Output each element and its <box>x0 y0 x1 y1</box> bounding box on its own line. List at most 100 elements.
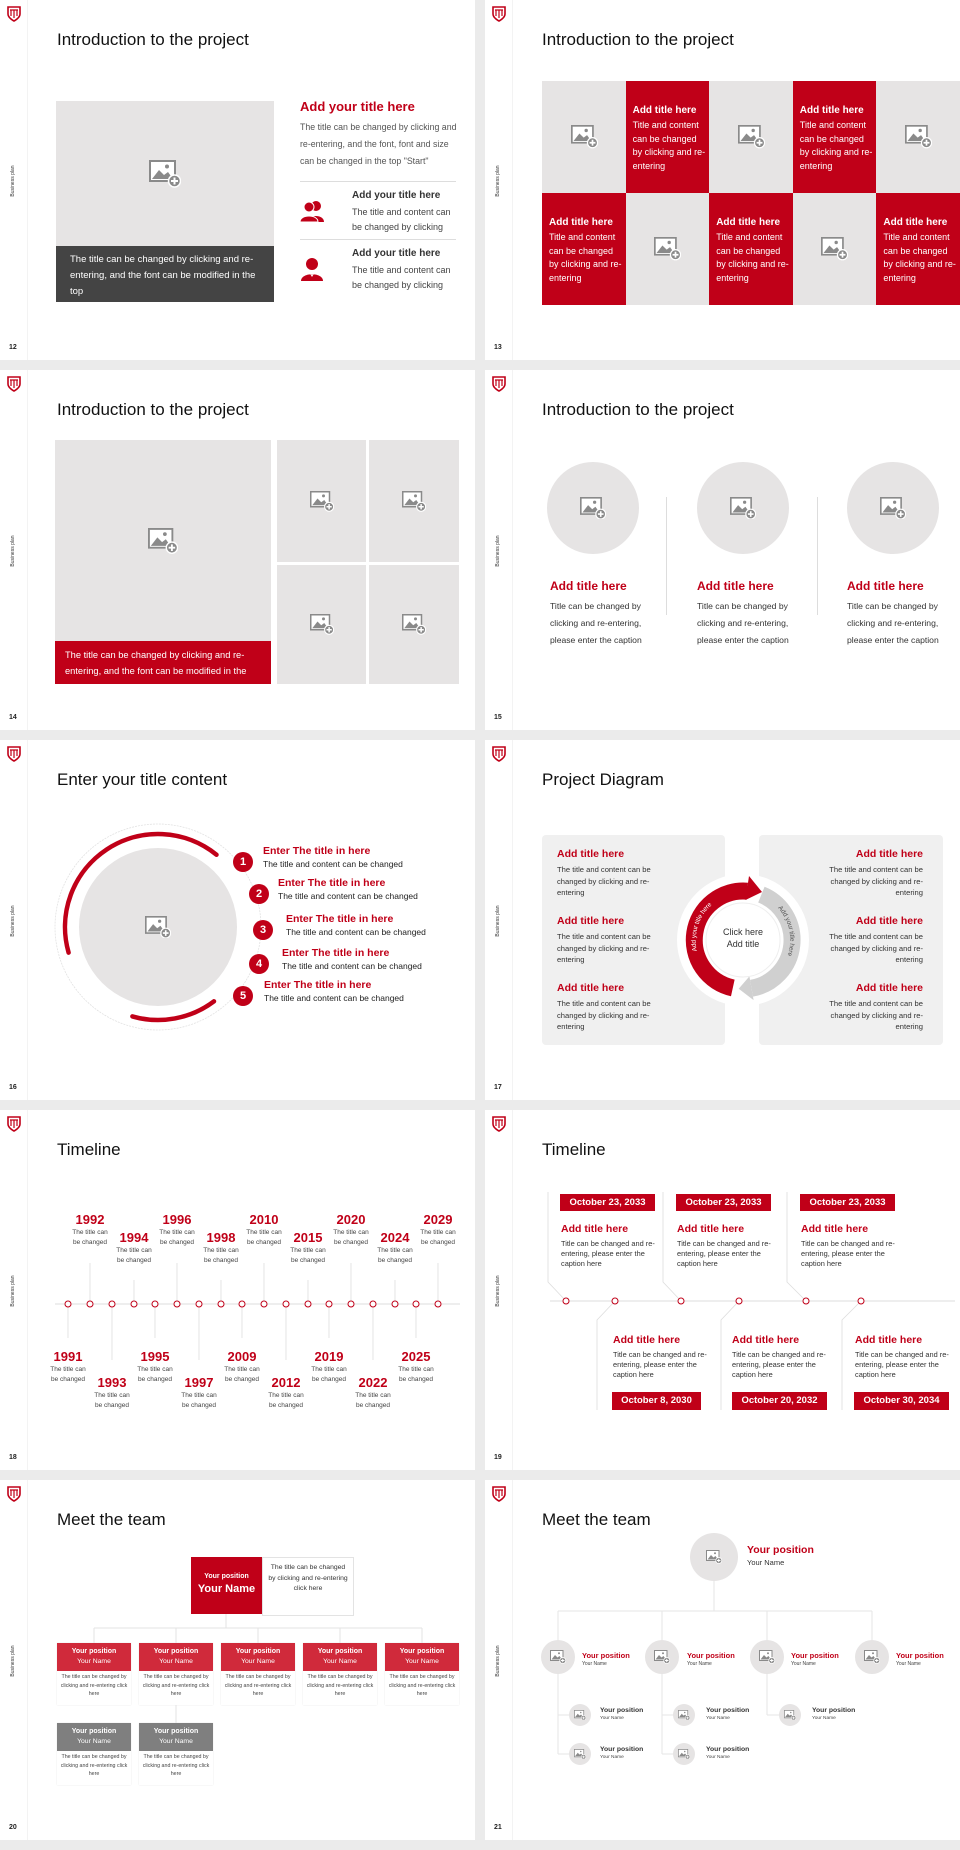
member-name: Your Name <box>791 1661 816 1667</box>
sidebar-divider <box>27 370 28 730</box>
timeline-axis <box>55 1263 460 1360</box>
member-position: Your position <box>153 1648 199 1655</box>
page-number: 16 <box>9 1084 17 1091</box>
avatar-placeholder[interactable] <box>645 1640 679 1674</box>
cell-title: Add title here <box>549 217 613 228</box>
member-name: Your Name <box>600 1755 624 1760</box>
slide-18[interactable]: Business plan 18 Timeline 1991 The title can… <box>0 1110 475 1470</box>
member-header <box>221 1643 295 1671</box>
date-badge: October 23, 2033 <box>676 1194 771 1211</box>
lead-description: The title can be changed by clicking and… <box>262 1557 354 1616</box>
divider <box>300 239 456 240</box>
content-cell[interactable]: Add title here Title and content can be c… <box>709 193 794 305</box>
slide-20[interactable]: Business plan 20 Meet the team Your positio… <box>0 1480 475 1840</box>
image-add-icon <box>148 528 178 555</box>
page-number: 19 <box>494 1454 502 1461</box>
item-text: The title and content can be changed by … <box>829 865 923 898</box>
slide-12[interactable]: Business plan 12 Introduction to the proje… <box>0 0 475 360</box>
member-name: Your Name <box>706 1716 730 1721</box>
avatar-placeholder[interactable] <box>855 1640 889 1674</box>
slide-15[interactable]: Business plan 15 Introduction to the proje… <box>485 370 960 730</box>
image-placeholder[interactable] <box>709 81 794 193</box>
event-title: Add title here <box>732 1334 800 1346</box>
shield-logo-icon <box>7 1116 21 1132</box>
slide-17[interactable]: Business plan 17 Project Diagram Add title … <box>485 740 960 1100</box>
page-number: 17 <box>494 1084 502 1091</box>
image-placeholder[interactable] <box>542 81 626 193</box>
avatar-placeholder[interactable] <box>569 1704 591 1726</box>
slide-16[interactable]: Business plan 16 Enter your title content 1… <box>0 740 475 1100</box>
image-placeholder[interactable] <box>56 101 274 246</box>
content-cell[interactable]: Add title here Title and content can be c… <box>792 81 877 193</box>
image-add-icon <box>737 125 765 149</box>
content-cell[interactable]: Add title here Title and content can be c… <box>625 81 710 193</box>
image-placeholder[interactable] <box>369 565 459 684</box>
member-card[interactable]: Your position Your Name The title can be c… <box>139 1643 213 1705</box>
image-placeholder[interactable] <box>625 193 710 305</box>
image-placeholder-circle[interactable] <box>847 462 939 554</box>
shield-logo-icon <box>7 6 21 22</box>
content-cell[interactable]: Add title here Title and content can be c… <box>542 193 626 305</box>
avatar-placeholder[interactable] <box>690 1533 738 1581</box>
member-card[interactable]: Your position Your Name The title can be c… <box>139 1723 213 1785</box>
slide-title: Introduction to the project <box>542 400 734 419</box>
image-placeholder[interactable] <box>369 440 459 562</box>
event-year: 1992 <box>75 1212 105 1227</box>
avatar-placeholder[interactable] <box>541 1640 575 1674</box>
sidebar-divider <box>27 740 28 1100</box>
member-card[interactable]: Your position Your Name The title can be c… <box>303 1643 377 1705</box>
member-name: Your Name <box>77 1658 111 1665</box>
timeline-node <box>173 1300 181 1308</box>
image-placeholder-circle[interactable] <box>79 848 237 1006</box>
event-text: Title can be changed and re-entering, pl… <box>677 1239 771 1268</box>
event-text: The title can be changed <box>355 1392 391 1409</box>
divider <box>300 181 456 182</box>
center-label: Click here <box>722 927 763 937</box>
slide-14[interactable]: Business plan 14 Introduction to the proje… <box>0 370 475 730</box>
image-placeholder[interactable] <box>792 193 877 305</box>
member-position: Your position <box>706 1707 750 1714</box>
member-card[interactable]: Your position Your Name The title can be c… <box>385 1643 459 1705</box>
member-position: Your position <box>896 1651 944 1660</box>
image-placeholder[interactable] <box>277 565 366 684</box>
shield-logo-icon <box>7 746 21 762</box>
avatar-placeholder[interactable] <box>673 1704 695 1726</box>
image-add-icon <box>880 496 906 520</box>
slide-13[interactable]: Business plan 13 Introduction to the proje… <box>485 0 960 360</box>
image-placeholder[interactable] <box>277 440 366 562</box>
person-icon <box>300 258 326 282</box>
member-header <box>303 1643 377 1671</box>
image-add-icon <box>678 1709 690 1721</box>
event-text: The title can be changed <box>377 1247 413 1264</box>
event-title: Add title here <box>855 1334 923 1346</box>
image-placeholder-circle[interactable] <box>547 462 639 554</box>
event-year: 1993 <box>97 1375 127 1390</box>
sidebar-divider <box>27 0 28 360</box>
member-card[interactable]: Your position Your Name The title can be c… <box>57 1723 131 1785</box>
item-title: Add title here <box>697 579 774 593</box>
sidebar-divider <box>512 1110 513 1470</box>
shield-logo-icon <box>492 376 506 392</box>
member-card[interactable]: Your position Your Name The title can be c… <box>57 1643 131 1705</box>
step-title: Enter The title in here <box>282 947 390 959</box>
member-position: Your position <box>600 1746 644 1753</box>
avatar-placeholder[interactable] <box>569 1743 591 1765</box>
avatar-placeholder[interactable] <box>779 1704 801 1726</box>
lead-card[interactable]: Your position Your Name <box>191 1557 262 1614</box>
member-name: Your Name <box>159 1658 193 1665</box>
member-header <box>57 1723 131 1751</box>
timeline-node <box>151 1300 159 1308</box>
event-text: The title can be changed <box>181 1392 217 1409</box>
event-text: The title can be changed <box>420 1229 456 1246</box>
slide-21[interactable]: Business plan 21 Meet the team Your positio… <box>485 1480 960 1840</box>
event-text: Title can be changed and re-entering, pl… <box>855 1350 949 1379</box>
image-placeholder[interactable] <box>876 81 960 193</box>
slide-19[interactable]: Business plan 19 Timeline October 23, 2033 A… <box>485 1110 960 1470</box>
avatar-placeholder[interactable] <box>673 1743 695 1765</box>
content-cell[interactable]: Add title here Title and content can be c… <box>876 193 960 305</box>
image-placeholder-circle[interactable] <box>697 462 789 554</box>
slide-title: Timeline <box>542 1140 606 1159</box>
member-card[interactable]: Your position Your Name The title can be c… <box>221 1643 295 1705</box>
timeline-node <box>412 1300 420 1308</box>
avatar-placeholder[interactable] <box>750 1640 784 1674</box>
